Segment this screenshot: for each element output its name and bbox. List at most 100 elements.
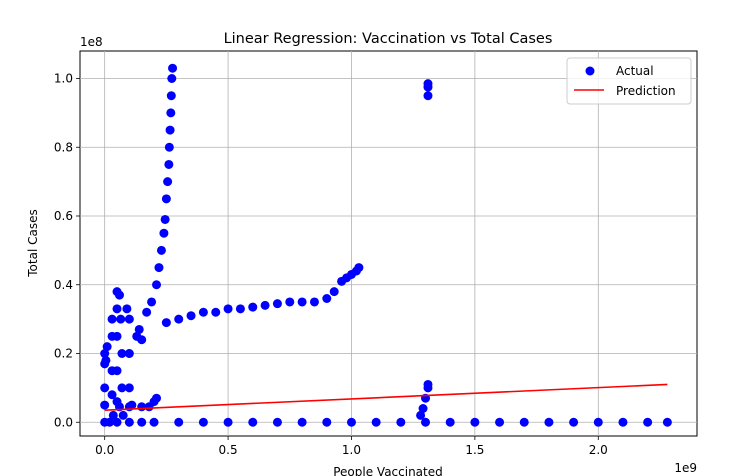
actual-point (260, 300, 270, 310)
actual-point (152, 280, 162, 290)
actual-point (309, 297, 319, 307)
y-axis-label: Total Cases (26, 209, 40, 277)
actual-point (149, 417, 159, 427)
actual-point (371, 417, 381, 427)
actual-point (544, 417, 554, 427)
actual-point (159, 228, 169, 238)
actual-point (114, 290, 124, 300)
actual-point (166, 108, 176, 118)
plot-frame (79, 50, 698, 437)
actual-point (112, 417, 122, 427)
grid (80, 51, 697, 436)
actual-point (198, 417, 208, 427)
actual-point (163, 177, 173, 187)
actual-point (124, 349, 134, 358)
actual-point (112, 304, 122, 314)
actual-point (147, 297, 157, 307)
actual-point (662, 417, 672, 427)
actual-point (168, 63, 178, 73)
actual-point (322, 417, 332, 427)
x-tick-label: 1.0 (342, 443, 361, 457)
actual-point (100, 400, 110, 410)
actual-point (107, 314, 117, 324)
y-axis-multiplier: 1e8 (80, 35, 103, 49)
y-tick-label: 0.0 (54, 415, 73, 429)
x-tick-label: 2.0 (589, 443, 608, 457)
prediction-line-group (104, 383, 668, 412)
actual-point (248, 417, 258, 427)
actual-point (161, 194, 171, 204)
actual-point (423, 91, 433, 101)
actual-point (112, 331, 122, 341)
actual-point (421, 417, 431, 427)
x-axis-ticks: 0.0 0.5 1.0 1.5 2.0 (95, 436, 608, 457)
actual-point (272, 417, 282, 427)
actual-point (495, 417, 505, 427)
actual-point (248, 302, 258, 312)
actual-point (117, 349, 127, 358)
actual-point (322, 294, 332, 303)
x-tick-label: 0.0 (95, 443, 114, 457)
actual-point (186, 311, 196, 321)
actual-point (124, 417, 134, 427)
actual-point (124, 383, 134, 393)
actual-point (117, 383, 127, 393)
actual-point (297, 417, 307, 427)
legend-frame (566, 57, 692, 105)
y-tick-label: 0.8 (54, 140, 73, 154)
x-axis-multiplier: 1e9 (674, 461, 697, 475)
actual-point (105, 417, 115, 427)
actual-point (223, 304, 233, 314)
actual-point (643, 417, 653, 427)
actual-point (165, 125, 175, 135)
actual-point (124, 314, 134, 324)
actual-point (235, 304, 245, 314)
chart-title: Linear Regression: Vaccination vs Total … (224, 31, 553, 47)
actual-point (166, 91, 176, 101)
x-tick-label: 0.5 (219, 443, 238, 457)
actual-point (285, 297, 295, 307)
actual-point (418, 404, 428, 413)
actual-point (211, 307, 221, 317)
actual-point (137, 417, 147, 427)
legend-actual-marker (585, 66, 595, 76)
actual-point (108, 410, 118, 420)
actual-point (161, 318, 171, 328)
y-tick-label: 1.0 (54, 72, 73, 86)
y-tick-label: 0.6 (54, 209, 73, 223)
actual-point (118, 410, 128, 420)
actual-point (423, 379, 433, 389)
actual-point (112, 366, 122, 376)
actual-point (164, 159, 174, 169)
actual-point (329, 287, 339, 297)
actual-point (470, 417, 480, 427)
actual-point (198, 307, 208, 317)
actual-point (445, 417, 455, 427)
actual-point (142, 307, 152, 317)
actual-point (152, 393, 162, 403)
y-tick-label: 0.4 (54, 278, 73, 292)
actual-point (137, 335, 147, 345)
actual-point (101, 355, 111, 365)
actual-point (519, 417, 529, 427)
x-axis-label: People Vaccinated (333, 465, 443, 476)
actual-point (396, 417, 406, 427)
actual-point (354, 263, 364, 273)
actual-point (593, 417, 603, 427)
actual-point (423, 79, 433, 89)
plot-area (79, 50, 698, 437)
actual-point (122, 304, 132, 314)
actual-point (618, 417, 628, 427)
actual-point (116, 314, 126, 324)
actual-points (100, 63, 672, 427)
legend-actual-label: Actual (616, 64, 654, 78)
actual-point (272, 299, 282, 309)
actual-point (167, 74, 177, 83)
prediction-line (104, 383, 668, 412)
actual-point (297, 297, 307, 307)
actual-point (223, 417, 233, 427)
actual-point (154, 263, 164, 273)
legend-prediction-label: Prediction (616, 84, 676, 98)
actual-point (174, 314, 184, 324)
